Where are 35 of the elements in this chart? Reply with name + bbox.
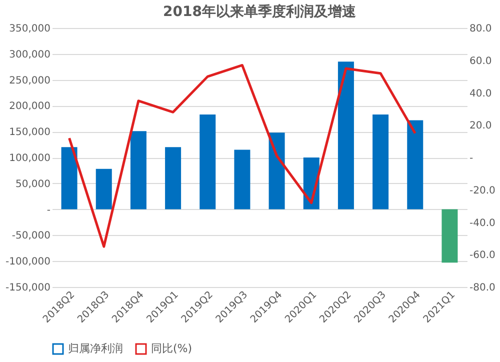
y-tick-label: 250,000 bbox=[9, 75, 50, 86]
line-series bbox=[68, 64, 416, 248]
bar bbox=[96, 168, 112, 210]
y2-tick-label: -80.0 bbox=[470, 282, 496, 294]
y-tick-label: 300,000 bbox=[9, 49, 50, 60]
bar bbox=[61, 147, 78, 210]
bar bbox=[200, 114, 216, 210]
bar bbox=[407, 120, 424, 210]
y-tick-label: 150,000 bbox=[9, 127, 50, 138]
bar bbox=[165, 147, 182, 210]
y-tick-label: - bbox=[46, 204, 51, 216]
y-tick-label: -150,000 bbox=[6, 282, 50, 294]
y-tick-label: 50,000 bbox=[16, 178, 50, 190]
y-tick-label: 100,000 bbox=[9, 153, 50, 164]
bar bbox=[130, 131, 146, 210]
chart-title: 2018年以来单季度利润及增速 bbox=[163, 3, 357, 20]
y2-tick-label: 60.0 bbox=[470, 56, 492, 67]
y-tick-label: -50,000 bbox=[12, 230, 50, 242]
bar bbox=[442, 209, 458, 263]
y2-tick-label: 80.0 bbox=[470, 24, 492, 34]
y2-tick-label: -60.0 bbox=[470, 250, 496, 262]
bar bbox=[268, 132, 285, 210]
y2-tick-label: - bbox=[470, 153, 474, 164]
legend-label: 归属净利润 bbox=[68, 342, 123, 355]
bar bbox=[372, 114, 389, 210]
y2-tick-label: -20.0 bbox=[470, 185, 496, 196]
y2-tick-label: 40.0 bbox=[470, 88, 492, 100]
y2-tick-label: 20.0 bbox=[470, 120, 492, 132]
y-tick-label: 200,000 bbox=[9, 101, 50, 112]
y2-tick-label: -40.0 bbox=[470, 218, 496, 229]
y-tick-label: -100,000 bbox=[6, 256, 50, 268]
y-tick-label: 350,000 bbox=[9, 24, 50, 34]
bar bbox=[234, 150, 250, 210]
legend-label: 同比(%) bbox=[151, 342, 192, 355]
bar bbox=[338, 62, 354, 210]
